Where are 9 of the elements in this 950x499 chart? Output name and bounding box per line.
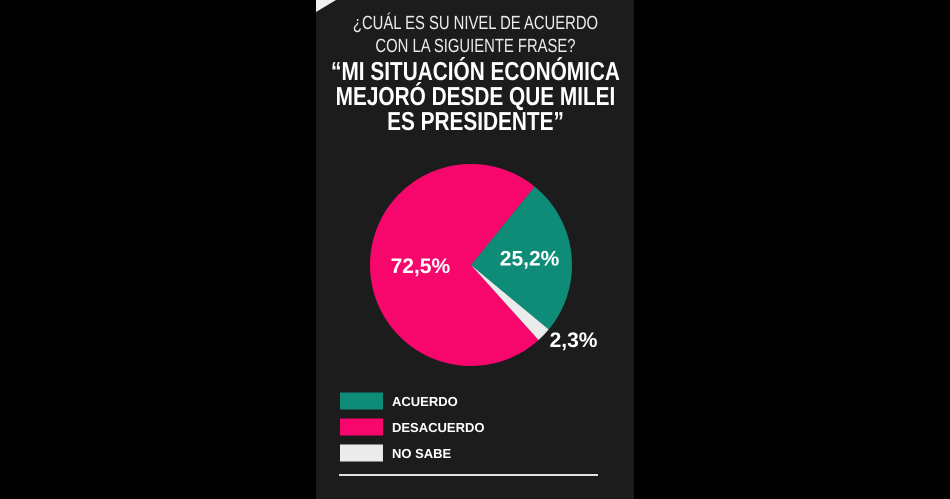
legend-label: ACUERDO — [392, 394, 458, 410]
legend-label: NO SABE — [392, 446, 452, 462]
data-label: 25,2% — [500, 248, 560, 271]
chart-title: ¿CUÁL ES SU NIVEL DE ACUERDO CON LA SIGUIENTE FRASE? — [351, 12, 599, 57]
chart-subtitle: “MI SITUACIÓN ECONÓMICA MEJORÓ DESDE QUE MILEI ES PRESIDENTE” — [330, 56, 620, 136]
legend-label: DESACUERDO — [392, 420, 484, 436]
data-label: 72,5% — [390, 254, 450, 278]
data-label: 2,3% — [550, 329, 598, 352]
pie-slice — [471, 186, 572, 330]
